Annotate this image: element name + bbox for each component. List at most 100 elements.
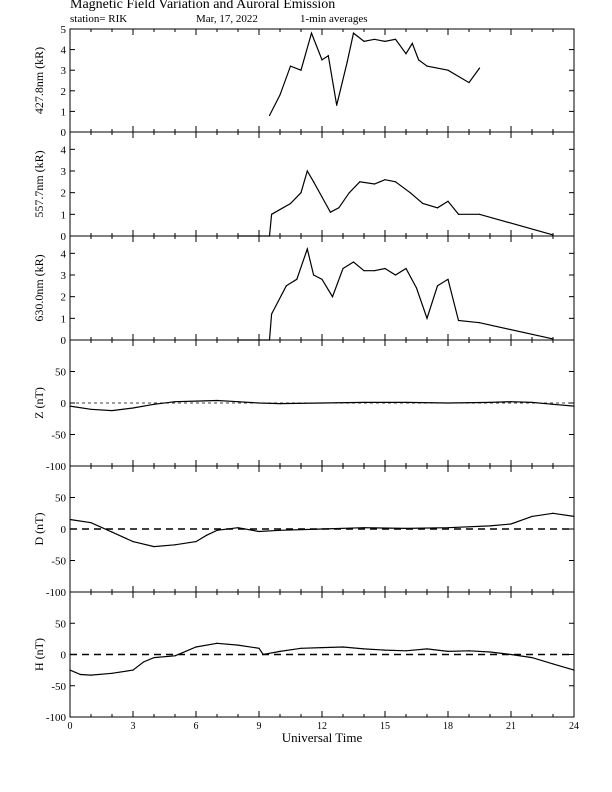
data-point xyxy=(142,661,145,663)
data-point xyxy=(363,270,365,272)
data-point xyxy=(237,401,239,403)
data-point xyxy=(216,399,218,402)
data-point xyxy=(447,278,449,280)
y-axis-label: 557.7nm (kR) xyxy=(32,150,46,217)
data-point xyxy=(447,69,449,71)
y-axis-label: 427.8nm (kR) xyxy=(32,47,46,114)
data-point xyxy=(327,55,329,57)
data-point xyxy=(373,38,376,40)
data-point xyxy=(69,518,71,521)
data-point xyxy=(300,192,302,194)
x-tick-label: 21 xyxy=(506,721,516,732)
data-point xyxy=(346,61,348,63)
data-point xyxy=(405,527,407,529)
y-tick-label: 50 xyxy=(55,493,67,505)
data-point xyxy=(279,403,281,405)
station-label: station= RIK xyxy=(70,13,128,25)
data-point xyxy=(153,657,155,659)
data-point xyxy=(321,402,323,404)
y-tick-label: 4 xyxy=(61,45,67,57)
data-point xyxy=(384,179,386,181)
data-point xyxy=(405,267,407,270)
data-point xyxy=(174,655,176,657)
data-point xyxy=(411,42,413,45)
y-tick-label: 2 xyxy=(61,188,67,200)
data-point xyxy=(531,515,533,518)
data-point xyxy=(447,200,449,202)
data-point xyxy=(258,530,260,533)
data-point xyxy=(321,528,323,530)
y-tick-label: -100 xyxy=(46,587,67,599)
y-tick-label: -100 xyxy=(46,461,67,473)
data-point xyxy=(531,657,533,659)
data-point xyxy=(478,322,481,324)
data-point xyxy=(384,649,386,651)
y-tick-label: 0 xyxy=(61,231,67,243)
y-tick-label: 0 xyxy=(61,650,67,662)
y-axis-label: 630.0nm (kR) xyxy=(32,254,46,321)
y-tick-label: -50 xyxy=(51,556,66,568)
data-point xyxy=(132,669,134,671)
series-line xyxy=(238,169,554,237)
data-point xyxy=(422,202,424,205)
y-tick-label: 4 xyxy=(61,248,67,260)
data-point xyxy=(279,529,281,531)
data-point xyxy=(394,274,397,276)
data-point xyxy=(237,644,239,646)
x-tick-label: 6 xyxy=(194,721,199,732)
data-point xyxy=(296,278,298,280)
data-point xyxy=(363,401,365,403)
data-point xyxy=(552,234,554,236)
data-point xyxy=(352,261,355,263)
data-point xyxy=(447,402,449,404)
data-point xyxy=(321,196,323,198)
data-point xyxy=(336,104,338,106)
data-point xyxy=(478,213,481,215)
x-tick-label: 18 xyxy=(443,721,453,732)
y-tick-label: 50 xyxy=(55,618,67,630)
data-point xyxy=(468,650,470,652)
data-point xyxy=(237,527,239,529)
y-tick-label: 2 xyxy=(61,292,67,304)
data-point xyxy=(313,274,315,276)
data-point xyxy=(573,515,575,518)
data-point xyxy=(153,546,155,548)
data-point xyxy=(132,407,134,409)
data-point xyxy=(111,672,113,674)
data-point xyxy=(216,529,218,531)
y-tick-label: -100 xyxy=(46,712,67,724)
x-tick-label: 15 xyxy=(380,721,390,732)
data-point xyxy=(468,81,470,84)
data-point xyxy=(426,648,428,650)
data-point xyxy=(552,338,554,340)
data-point xyxy=(352,32,355,34)
x-axis-label: Universal Time xyxy=(282,730,363,745)
data-point xyxy=(195,541,197,543)
data-point xyxy=(310,32,313,34)
data-point xyxy=(69,405,71,407)
data-point xyxy=(552,512,554,514)
data-point xyxy=(436,285,439,287)
data-point xyxy=(329,211,331,213)
panel-frame xyxy=(69,28,575,133)
data-point xyxy=(132,541,134,543)
data-point xyxy=(262,653,264,656)
data-point xyxy=(279,650,281,652)
y-tick-label: 2 xyxy=(61,86,67,98)
data-point xyxy=(271,213,273,215)
x-tick-label: 24 xyxy=(569,721,579,732)
series-line xyxy=(268,31,480,116)
data-point xyxy=(363,527,365,529)
data-point xyxy=(373,183,376,185)
data-point xyxy=(258,402,260,404)
data-point xyxy=(111,531,113,533)
data-point xyxy=(457,213,460,215)
data-point xyxy=(418,59,420,61)
data-point xyxy=(384,40,386,42)
data-point xyxy=(405,53,407,55)
data-point xyxy=(409,192,411,194)
panel-frame xyxy=(69,235,575,341)
y-tick-label: 3 xyxy=(61,65,67,77)
panel-frame xyxy=(69,131,575,237)
